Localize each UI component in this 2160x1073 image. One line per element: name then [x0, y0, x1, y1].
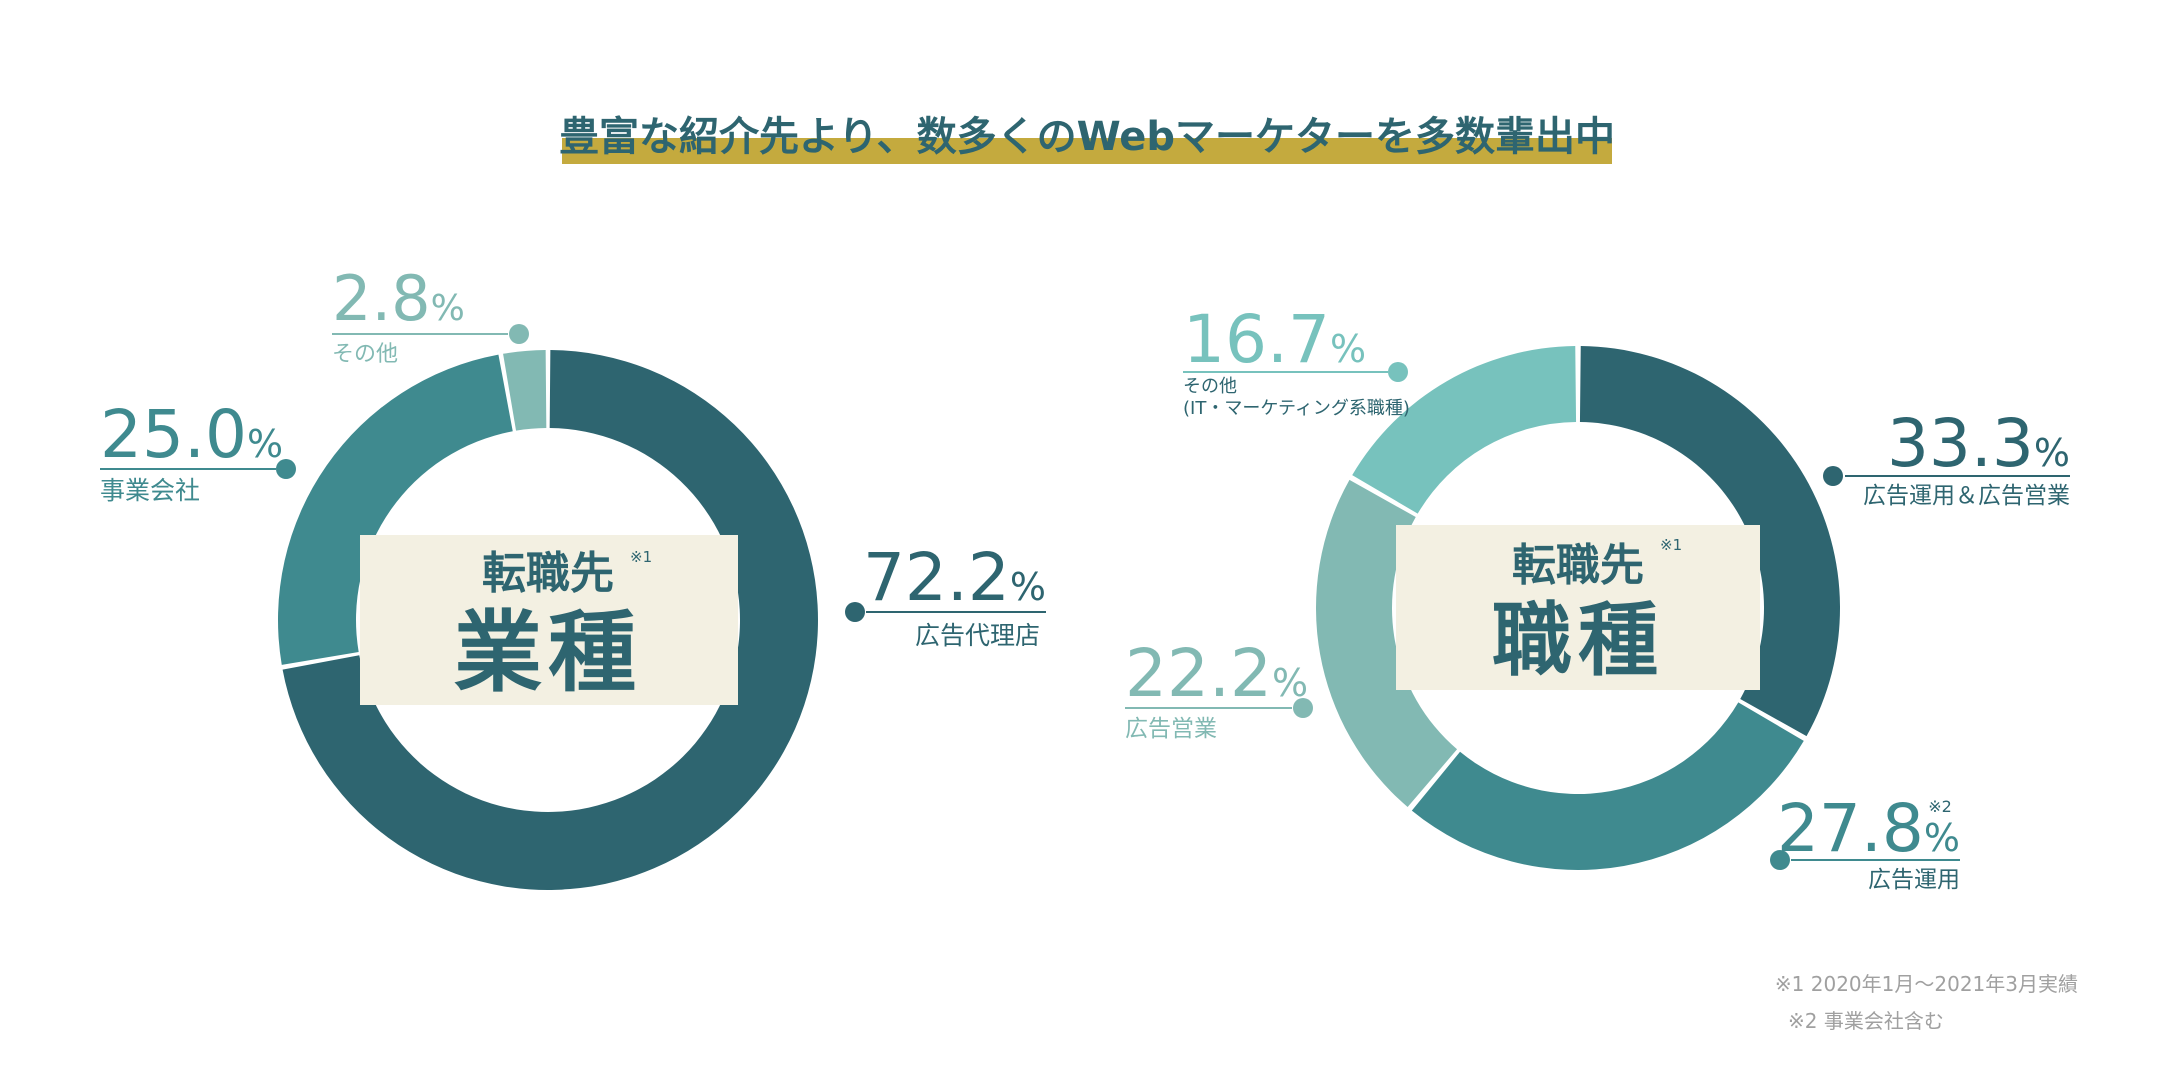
center-label-small: 転職先 [1512, 540, 1644, 591]
leader-dot [276, 459, 296, 479]
center-label-bg [1396, 525, 1760, 690]
data-label-value: 27.8% [1777, 790, 1960, 867]
data-label-category: 広告運用 [1868, 867, 1960, 893]
data-label-value: 33.3% [1887, 405, 2070, 482]
data-label-category: 広告運用＆広告営業 [1863, 483, 2070, 509]
center-label-bg [360, 535, 738, 705]
data-label-note: ※2 [1928, 797, 1952, 816]
donut-slice [278, 354, 513, 665]
data-label-category: その他 [332, 342, 398, 367]
data-label-value: 2.8% [332, 262, 465, 335]
leader-dot [1293, 698, 1313, 718]
data-label-category: 事業会社 [100, 476, 200, 505]
center-label-large: 職種 [1492, 594, 1664, 687]
center-label-note: ※1 [1660, 536, 1682, 554]
donut-chart-2: 33.3%広告運用＆広告営業 27.8%広告運用 ※2 22.2% 広告営業 16.7%そ… [1125, 301, 2070, 893]
center-label-small: 転職先 [482, 548, 614, 599]
donut-slice [1579, 346, 1840, 737]
data-label-category: 広告代理店 [915, 621, 1040, 650]
data-label-category-sub: (IT・マーケティング系職種) [1183, 398, 1410, 419]
data-label-category: 広告営業 [1125, 716, 1217, 742]
center-label-large: 業種 [454, 601, 642, 704]
donut-slice [1411, 702, 1804, 870]
footnote-1: ※1 2020年1月〜2021年3月実績 [1775, 972, 2078, 996]
center-label-note: ※1 [630, 548, 652, 566]
leader-dot [1770, 850, 1790, 870]
donut-slice [503, 350, 547, 431]
leader-dot [845, 602, 865, 622]
heading-underline [562, 138, 1612, 164]
donut-slice [1352, 346, 1577, 514]
footnote-2: ※2 事業会社含む [1788, 1009, 1944, 1033]
donut-slice [1315, 479, 1458, 808]
leader-dot [509, 324, 529, 344]
leader-dot [1823, 466, 1843, 486]
data-label-value: 25.0% [100, 396, 283, 473]
data-label-value: 22.2% [1125, 635, 1308, 712]
data-label-value: 72.2% [863, 539, 1046, 616]
heading: 豊富な紹介先より、数多くのWebマーケターを多数輩出中 [559, 114, 1615, 160]
data-label-category: その他 [1183, 376, 1237, 397]
leader-dot [1388, 362, 1408, 382]
data-label-value: 16.7% [1183, 301, 1366, 378]
